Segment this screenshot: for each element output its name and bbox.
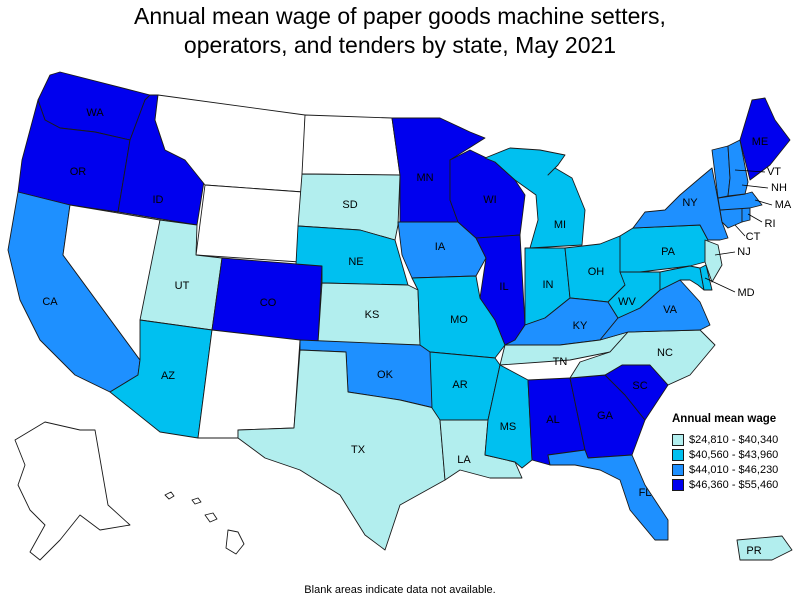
label-MI: MI [554, 219, 566, 231]
state-PR[interactable] [736, 535, 793, 561]
label-TN: TN [553, 356, 568, 368]
state-NM[interactable] [197, 329, 301, 439]
state-DE[interactable] [699, 264, 713, 291]
label-CO: CO [260, 297, 277, 309]
label-NE: NE [348, 256, 363, 268]
state-NC[interactable] [569, 329, 716, 386]
label-NY: NY [682, 197, 698, 209]
label-UT: UT [175, 280, 190, 292]
label-MA: MA [775, 199, 792, 211]
legend: Annual mean wage $24,810 - $40,340 $40,5… [672, 413, 778, 492]
state-ND[interactable] [301, 114, 401, 176]
title-line-1: Annual mean wage of paper goods machine … [134, 3, 666, 29]
label-ME: ME [752, 136, 769, 148]
label-KY: KY [573, 320, 588, 332]
callout-leaders [704, 169, 773, 293]
state-AK[interactable] [14, 421, 131, 561]
label-OH: OH [588, 266, 605, 278]
label-FL: FL [639, 487, 652, 499]
legend-swatch [672, 463, 684, 476]
label-NJ: NJ [737, 246, 750, 258]
map-title: Annual mean wage of paper goods machine … [0, 2, 800, 60]
state-TX[interactable] [237, 349, 446, 551]
legend-swatch [672, 478, 684, 491]
label-WI: WI [483, 194, 496, 206]
label-WV: WV [618, 296, 636, 308]
label-MN: MN [416, 172, 433, 184]
state-RI[interactable] [741, 207, 751, 223]
legend-item: $40,560 - $43,960 [672, 447, 778, 462]
label-NC: NC [657, 347, 673, 359]
legend-swatch [672, 448, 684, 461]
state-labels: WA OR ID CA UT AZ CO SD NE KS OK TX MN I… [42, 107, 792, 557]
legend-label: $24,810 - $40,340 [689, 433, 779, 446]
state-MD[interactable] [659, 265, 705, 291]
label-VT: VT [767, 166, 781, 178]
legend-label: $44,010 - $46,230 [689, 463, 779, 476]
legend-item: $44,010 - $46,230 [672, 462, 778, 477]
legend-title: Annual mean wage [672, 413, 777, 425]
label-SC: SC [632, 380, 647, 392]
label-IL: IL [499, 281, 508, 293]
label-GA: GA [597, 410, 614, 422]
title-line-2: operators, and tenders by state, May 202… [183, 32, 617, 58]
label-MO: MO [450, 314, 468, 326]
label-OR: OR [70, 166, 87, 178]
state-ME[interactable] [739, 97, 791, 181]
label-WA: WA [86, 107, 104, 119]
legend-item: $24,810 - $40,340 [672, 432, 778, 447]
state-NJ[interactable] [704, 239, 723, 283]
legend-item: $46,360 - $55,460 [672, 477, 778, 492]
label-NH: NH [771, 182, 787, 194]
label-MS: MS [500, 421, 517, 433]
legend-label: $46,360 - $55,460 [689, 478, 779, 491]
label-RI: RI [765, 218, 776, 230]
label-TX: TX [351, 444, 366, 456]
state-MO[interactable] [411, 275, 506, 359]
label-AZ: AZ [161, 370, 175, 382]
label-AR: AR [452, 379, 467, 391]
label-VA: VA [663, 304, 678, 316]
label-AL: AL [546, 414, 559, 426]
label-ID: ID [153, 194, 164, 206]
legend-swatch [672, 433, 684, 446]
label-MD: MD [737, 287, 754, 299]
label-SD: SD [342, 199, 357, 211]
state-HI[interactable] [164, 491, 245, 555]
footnote: Blank areas indicate data not available. [304, 584, 496, 596]
state-WY[interactable] [195, 184, 304, 263]
label-IA: IA [435, 241, 446, 253]
label-LA: LA [457, 454, 471, 466]
label-IN: IN [543, 279, 554, 291]
state-FL[interactable] [547, 449, 669, 541]
legend-label: $40,560 - $43,960 [689, 448, 779, 461]
state-MI[interactable] [484, 147, 586, 249]
label-PR: PR [746, 545, 761, 557]
label-CT: CT [746, 231, 761, 243]
label-KS: KS [365, 309, 380, 321]
label-CA: CA [42, 296, 58, 308]
label-OK: OK [377, 369, 394, 381]
label-PA: PA [661, 246, 676, 258]
